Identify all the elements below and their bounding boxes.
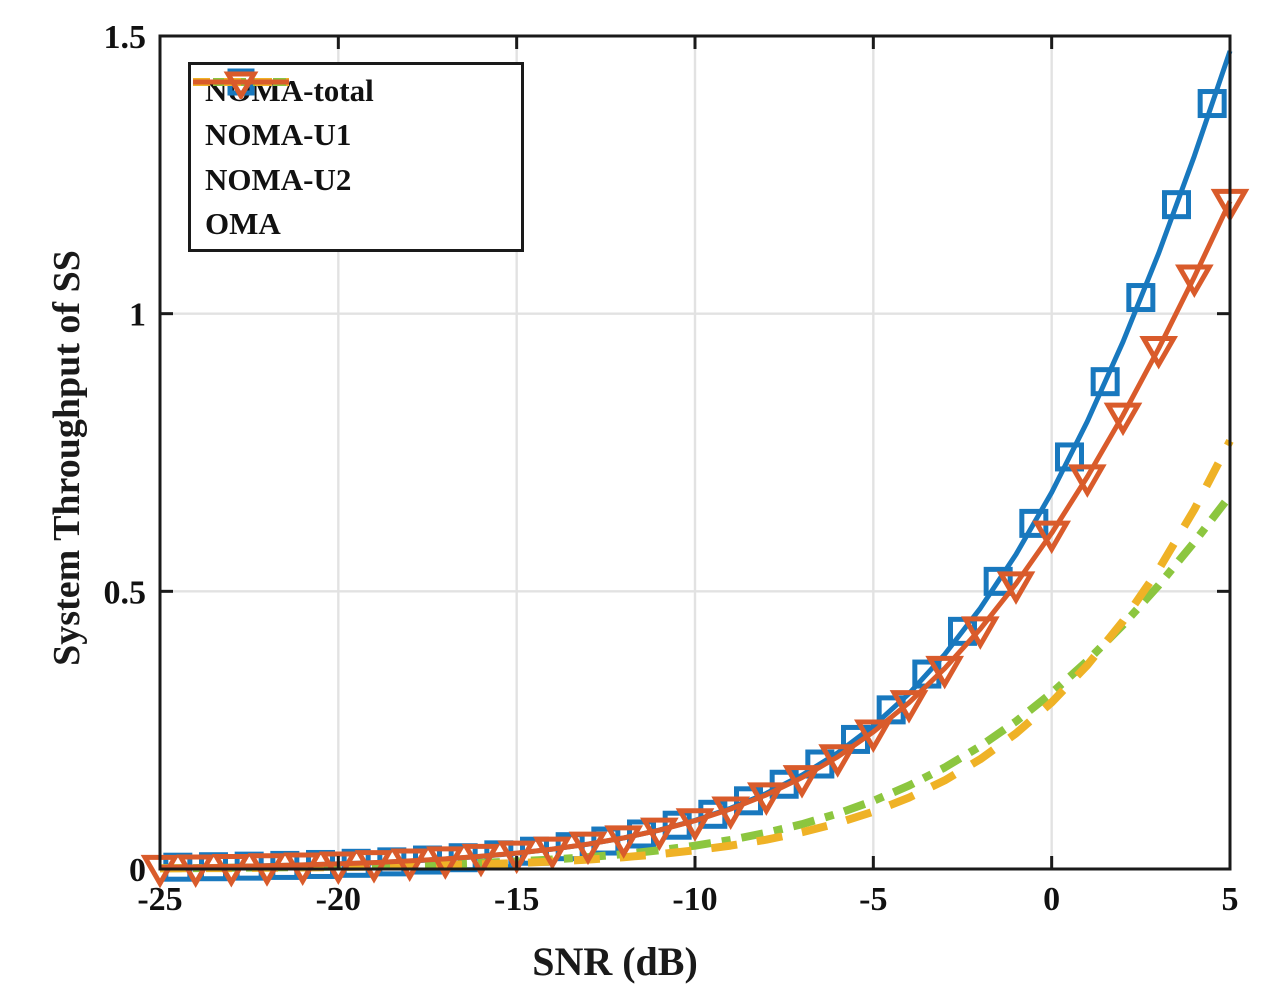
legend-marker-triangle-down — [223, 71, 259, 99]
legend: NOMA-total NOMA-U1 NOMA-U2 OMA — [188, 62, 524, 252]
legend-entry-noma-u2: NOMA-U2 — [193, 78, 521, 201]
marker-triangle-down — [390, 848, 429, 882]
marker-triangle-down — [925, 655, 964, 690]
marker-triangle-down — [568, 831, 608, 866]
marker-triangle-down — [319, 851, 358, 885]
marker-triangle-down — [711, 796, 750, 831]
marker-triangle-down — [461, 843, 501, 878]
legend-entry-noma-u1: NOMA-U1 — [193, 78, 521, 157]
marker-triangle-down — [604, 825, 643, 859]
marker-triangle-down — [426, 846, 465, 880]
x-axis-label: SNR (dB) — [532, 939, 698, 984]
marker-square — [1055, 442, 1084, 472]
legend-sample-oma — [193, 71, 289, 99]
x-tick-label: -20 — [316, 881, 361, 918]
y-tick-label: 1 — [129, 297, 146, 334]
marker-triangle-down — [854, 719, 893, 753]
marker-triangle-down — [996, 571, 1036, 605]
legend-entry-oma: OMA — [193, 71, 521, 246]
y-tick-label: 0.5 — [104, 574, 147, 611]
marker-triangle-down — [1175, 264, 1214, 299]
marker-square — [983, 566, 1013, 596]
marker-triangle-down — [889, 690, 929, 724]
marker-triangle-down — [1032, 520, 1071, 555]
marker-triangle-down — [961, 616, 1000, 650]
marker-triangle-down — [354, 850, 394, 884]
legend-label-noma-u2: NOMA-U2 — [205, 161, 352, 197]
x-tick-label: 5 — [1222, 881, 1239, 918]
marker-triangle-down — [1139, 335, 1178, 370]
y-tick-label: 1.5 — [104, 19, 147, 56]
marker-triangle-down — [1068, 464, 1107, 498]
marker-square — [1090, 367, 1120, 397]
marker-triangle-down — [675, 808, 715, 842]
marker-triangle-down — [747, 782, 786, 816]
y-tick-label: 0 — [129, 852, 146, 889]
marker-triangle-down — [818, 744, 857, 778]
marker-triangle-down — [533, 836, 572, 871]
x-tick-label: -10 — [672, 881, 717, 918]
legend-label-noma-u1: NOMA-U1 — [205, 117, 352, 153]
x-tick-label: -15 — [494, 881, 539, 918]
x-tick-label: -25 — [137, 881, 182, 918]
series-line-noma-u2 — [159, 439, 1234, 873]
marker-triangle-down — [497, 840, 536, 875]
y-axis-label: System Throughput of SS — [46, 250, 88, 666]
marker-square — [1126, 283, 1156, 313]
marker-triangle-down — [1103, 402, 1143, 437]
x-tick-label: 0 — [1043, 881, 1060, 918]
marker-square — [1197, 89, 1227, 119]
marker-triangle-down — [640, 817, 679, 852]
marker-square — [1162, 190, 1191, 220]
x-tick-label: -5 — [859, 881, 887, 918]
marker-triangle-down — [782, 765, 822, 799]
legend-label-oma: OMA — [205, 206, 281, 242]
